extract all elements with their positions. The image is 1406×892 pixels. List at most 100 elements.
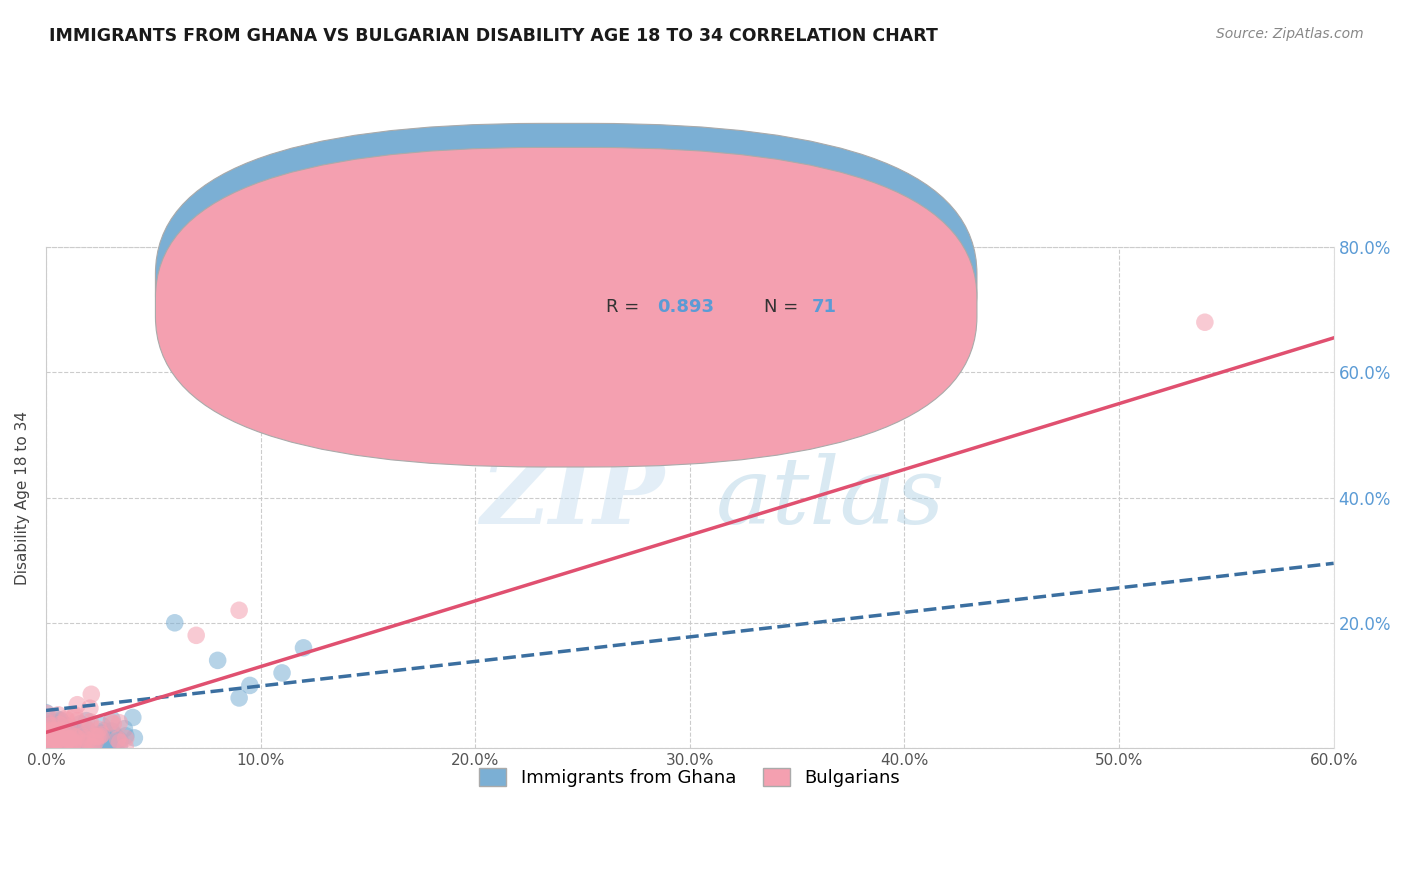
Point bbox=[80, 726, 103, 740]
Point bbox=[39, 735, 62, 749]
Point bbox=[46, 707, 69, 722]
Point bbox=[55, 739, 77, 754]
Point bbox=[59, 731, 82, 746]
Text: N =: N = bbox=[765, 298, 804, 316]
Y-axis label: Disability Age 18 to 34: Disability Age 18 to 34 bbox=[15, 410, 30, 584]
Point bbox=[65, 731, 87, 745]
Point bbox=[70, 729, 93, 743]
Point bbox=[69, 716, 91, 731]
Point bbox=[103, 736, 125, 750]
Point bbox=[41, 735, 63, 749]
Point bbox=[46, 732, 69, 747]
Point bbox=[75, 731, 97, 746]
Point bbox=[98, 739, 121, 753]
Point bbox=[48, 731, 70, 746]
Point bbox=[45, 729, 67, 743]
Point bbox=[48, 717, 70, 731]
Point bbox=[104, 739, 127, 754]
Point bbox=[39, 717, 62, 731]
Point bbox=[59, 735, 82, 749]
Point bbox=[101, 712, 124, 726]
Point bbox=[121, 710, 143, 724]
Point bbox=[108, 735, 131, 749]
Point bbox=[65, 740, 87, 755]
Point bbox=[56, 739, 79, 753]
Point bbox=[44, 730, 66, 744]
Point bbox=[75, 722, 97, 736]
Point bbox=[63, 724, 86, 739]
Point bbox=[51, 735, 73, 749]
Point bbox=[66, 698, 89, 712]
Point bbox=[51, 731, 73, 745]
Legend: Immigrants from Ghana, Bulgarians: Immigrants from Ghana, Bulgarians bbox=[472, 760, 908, 794]
Point bbox=[44, 732, 66, 747]
Point bbox=[46, 737, 69, 751]
Text: 91: 91 bbox=[813, 274, 837, 293]
Point bbox=[58, 731, 80, 746]
Point bbox=[84, 730, 107, 744]
Point bbox=[41, 730, 63, 744]
Point bbox=[103, 717, 125, 731]
Point bbox=[56, 738, 79, 752]
Point bbox=[82, 739, 104, 754]
Point bbox=[46, 733, 69, 747]
Text: Source: ZipAtlas.com: Source: ZipAtlas.com bbox=[1216, 27, 1364, 41]
Point bbox=[63, 730, 86, 744]
Point bbox=[84, 735, 107, 749]
Text: atlas: atlas bbox=[716, 452, 945, 542]
Point bbox=[108, 733, 131, 747]
Point bbox=[90, 727, 112, 741]
Point bbox=[87, 723, 110, 737]
Point bbox=[42, 732, 65, 747]
Point bbox=[37, 738, 59, 752]
Point bbox=[98, 736, 121, 750]
Point bbox=[42, 724, 65, 739]
Point bbox=[53, 737, 76, 751]
Point bbox=[46, 725, 69, 739]
Point bbox=[63, 728, 86, 742]
Point bbox=[91, 726, 114, 740]
Point bbox=[80, 739, 103, 754]
Point bbox=[46, 729, 69, 743]
FancyBboxPatch shape bbox=[156, 147, 977, 467]
Point bbox=[51, 738, 73, 752]
Point bbox=[45, 722, 67, 736]
Point bbox=[45, 735, 67, 749]
Point bbox=[75, 733, 97, 747]
Point bbox=[1194, 315, 1216, 329]
Point bbox=[63, 740, 86, 755]
Point bbox=[49, 732, 72, 747]
Point bbox=[79, 717, 101, 731]
Point bbox=[58, 720, 80, 734]
Point bbox=[93, 734, 115, 748]
Point bbox=[38, 717, 60, 731]
Point bbox=[42, 740, 65, 755]
Point bbox=[52, 724, 75, 739]
Point bbox=[58, 737, 80, 751]
Point bbox=[80, 687, 103, 701]
Point bbox=[60, 740, 83, 755]
Point bbox=[186, 628, 208, 642]
Point bbox=[67, 735, 90, 749]
Point bbox=[80, 740, 103, 755]
Point bbox=[108, 738, 131, 752]
Point bbox=[39, 723, 62, 737]
FancyBboxPatch shape bbox=[156, 123, 977, 443]
Point bbox=[38, 723, 60, 738]
Text: N =: N = bbox=[765, 274, 804, 293]
Point bbox=[38, 723, 60, 738]
Point bbox=[228, 690, 250, 705]
Text: R =: R = bbox=[606, 274, 645, 293]
Point bbox=[53, 739, 76, 754]
Point bbox=[76, 731, 98, 745]
Point bbox=[100, 723, 122, 738]
Point bbox=[52, 740, 75, 755]
Point bbox=[72, 736, 94, 750]
Point bbox=[45, 725, 67, 739]
Point bbox=[35, 706, 58, 721]
Point bbox=[63, 709, 86, 723]
Point bbox=[45, 733, 67, 747]
Point bbox=[114, 729, 136, 743]
Point bbox=[45, 712, 67, 726]
Point bbox=[292, 640, 315, 655]
